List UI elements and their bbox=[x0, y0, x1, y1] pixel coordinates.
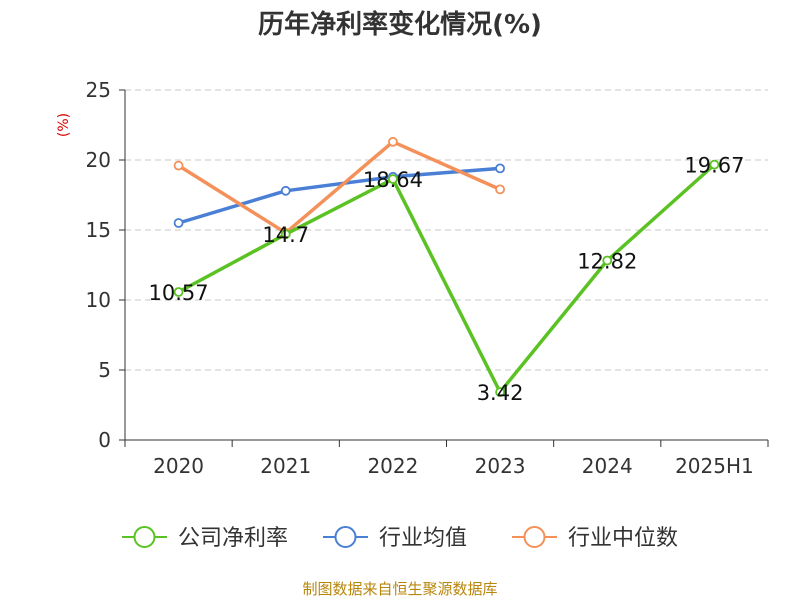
y-tick-label: 10 bbox=[86, 288, 111, 312]
x-tick-label: 2022 bbox=[367, 454, 418, 478]
y-tick-label: 15 bbox=[86, 218, 111, 242]
data-point bbox=[388, 174, 398, 184]
y-tick-label: 25 bbox=[86, 78, 111, 102]
y-tick-label: 20 bbox=[86, 148, 111, 172]
x-tick-label: 2020 bbox=[153, 454, 204, 478]
legend-label: 行业中位数 bbox=[568, 526, 678, 551]
data-label: 10.57 bbox=[149, 281, 209, 305]
legend-marker bbox=[133, 526, 156, 548]
y-tick-label: 0 bbox=[98, 428, 111, 452]
data-point bbox=[173, 287, 184, 297]
chart-title: 历年净利率变化情况(%) bbox=[258, 10, 542, 40]
data-point bbox=[173, 218, 184, 228]
data-label: 3.42 bbox=[477, 381, 524, 405]
data-label: 19.67 bbox=[684, 154, 744, 178]
x-tick-label: 2024 bbox=[582, 454, 633, 478]
x-tick-label: 2025H1 bbox=[675, 454, 754, 478]
series-line bbox=[177, 140, 501, 235]
x-tick-label: 2023 bbox=[475, 454, 526, 478]
data-label: 18.64 bbox=[363, 168, 423, 192]
source-note: 制图数据来自恒生聚源数据库 bbox=[302, 580, 498, 598]
data-point bbox=[602, 255, 613, 266]
legend-marker bbox=[334, 526, 357, 548]
legend-label: 公司净利率 bbox=[178, 526, 288, 551]
series-line bbox=[177, 163, 716, 394]
legend-label: 行业均值 bbox=[379, 526, 467, 551]
y-axis-label: (%) bbox=[56, 113, 72, 137]
data-point bbox=[280, 185, 291, 196]
legend-marker bbox=[523, 526, 546, 548]
data-point bbox=[495, 184, 505, 195]
data-label: 12.82 bbox=[577, 250, 637, 274]
x-tick-label: 2021 bbox=[260, 454, 311, 478]
y-tick-label: 5 bbox=[98, 358, 111, 382]
data-point bbox=[495, 163, 505, 174]
data-label: 14.7 bbox=[262, 223, 309, 247]
data-point bbox=[173, 160, 184, 171]
series-line bbox=[178, 166, 501, 225]
data-point bbox=[709, 159, 720, 170]
data-point bbox=[280, 229, 291, 240]
data-point bbox=[388, 136, 398, 147]
data-point bbox=[495, 387, 505, 398]
